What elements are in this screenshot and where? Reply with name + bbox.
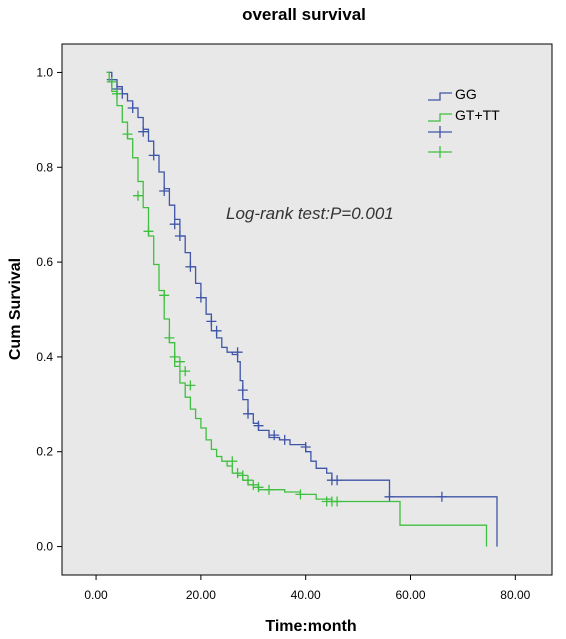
censor-mark-gttt	[133, 190, 143, 201]
censor-mark-gttt	[264, 484, 274, 495]
censor-mark-gg	[232, 347, 243, 358]
legend-censor-gg	[428, 126, 452, 138]
censor-mark-gttt	[295, 489, 306, 500]
x-tick-label: 0.00	[84, 588, 108, 602]
y-tick-label: 0.6	[36, 255, 53, 269]
x-tick-label: 20.00	[186, 588, 216, 602]
censor-mark-gg	[169, 219, 180, 230]
censor-mark-gg	[269, 430, 280, 441]
censor-mark-gg	[174, 231, 185, 241]
censor-mark-gttt	[180, 366, 191, 377]
y-tick-label: 1.0	[36, 65, 53, 79]
censor-mark-gg	[159, 186, 170, 196]
censor-mark-gg	[195, 292, 206, 303]
censor-mark-gg	[279, 434, 290, 445]
censor-mark-gttt	[174, 356, 185, 367]
censor-mark-gg	[185, 261, 196, 272]
chart-title: overall survival	[242, 5, 366, 24]
censor-mark-gttt	[169, 351, 180, 362]
censor-mark-gttt	[159, 290, 170, 301]
legend-label-gg: GG	[455, 86, 477, 102]
censor-mark-gttt	[227, 456, 238, 467]
censor-mark-gg	[243, 408, 253, 419]
x-tick-label: 80.00	[500, 588, 530, 602]
censor-mark-gg	[127, 103, 138, 113]
censor-mark-gttt	[112, 88, 122, 99]
legend-censor-gttt	[428, 146, 452, 158]
legend-marker-gttt	[428, 113, 452, 122]
x-axis-title: Time:month	[265, 618, 356, 635]
censor-mark-gttt	[122, 129, 133, 140]
censor-mark-gttt	[143, 226, 154, 237]
x-tick-label: 60.00	[395, 588, 425, 602]
censor-mark-gg	[237, 385, 248, 396]
y-axis-ticks: 0.0 0.2 0.4 0.6 0.8 1.0	[36, 65, 62, 554]
censor-mark-gg	[436, 491, 447, 502]
censor-mark-gg	[253, 420, 264, 431]
censor-mark-gttt	[185, 380, 196, 391]
survival-curve-gttt	[106, 71, 488, 547]
censor-mark-gg	[206, 316, 217, 327]
y-axis-title: Cum Survival	[7, 258, 24, 360]
censor-mark-gttt	[253, 482, 264, 493]
censor-mark-gg	[211, 325, 222, 336]
x-axis-ticks: 0.00 20.00 40.00 60.00 80.00	[84, 575, 531, 602]
annotation-logrank: Log-rank test:P=0.001	[226, 204, 394, 223]
plot-area	[61, 43, 553, 576]
censor-mark-gttt	[237, 470, 248, 481]
censor-mark-gg	[300, 442, 311, 452]
censor-mark-gttt	[243, 475, 253, 486]
censor-mark-gttt	[332, 496, 343, 507]
censor-mark-gg	[138, 126, 149, 137]
legend-label-gttt: GT+TT	[455, 107, 500, 123]
y-tick-label: 0.2	[36, 445, 53, 459]
censor-mark-gttt	[106, 76, 117, 87]
legend: GG GT+TT	[428, 86, 500, 158]
censor-mark-gg	[384, 491, 395, 502]
y-tick-label: 0.0	[36, 540, 53, 554]
legend-marker-gg	[428, 92, 452, 101]
censor-mark-gttt	[248, 479, 259, 490]
y-tick-label: 0.4	[36, 350, 53, 364]
series-layer	[106, 71, 498, 547]
x-tick-label: 40.00	[291, 588, 321, 602]
censor-mark-gg	[148, 150, 159, 161]
y-tick-label: 0.8	[36, 160, 53, 174]
censor-mark-gttt	[232, 468, 243, 479]
censor-mark-gttt	[164, 332, 175, 343]
censor-mark-gg	[332, 475, 343, 486]
